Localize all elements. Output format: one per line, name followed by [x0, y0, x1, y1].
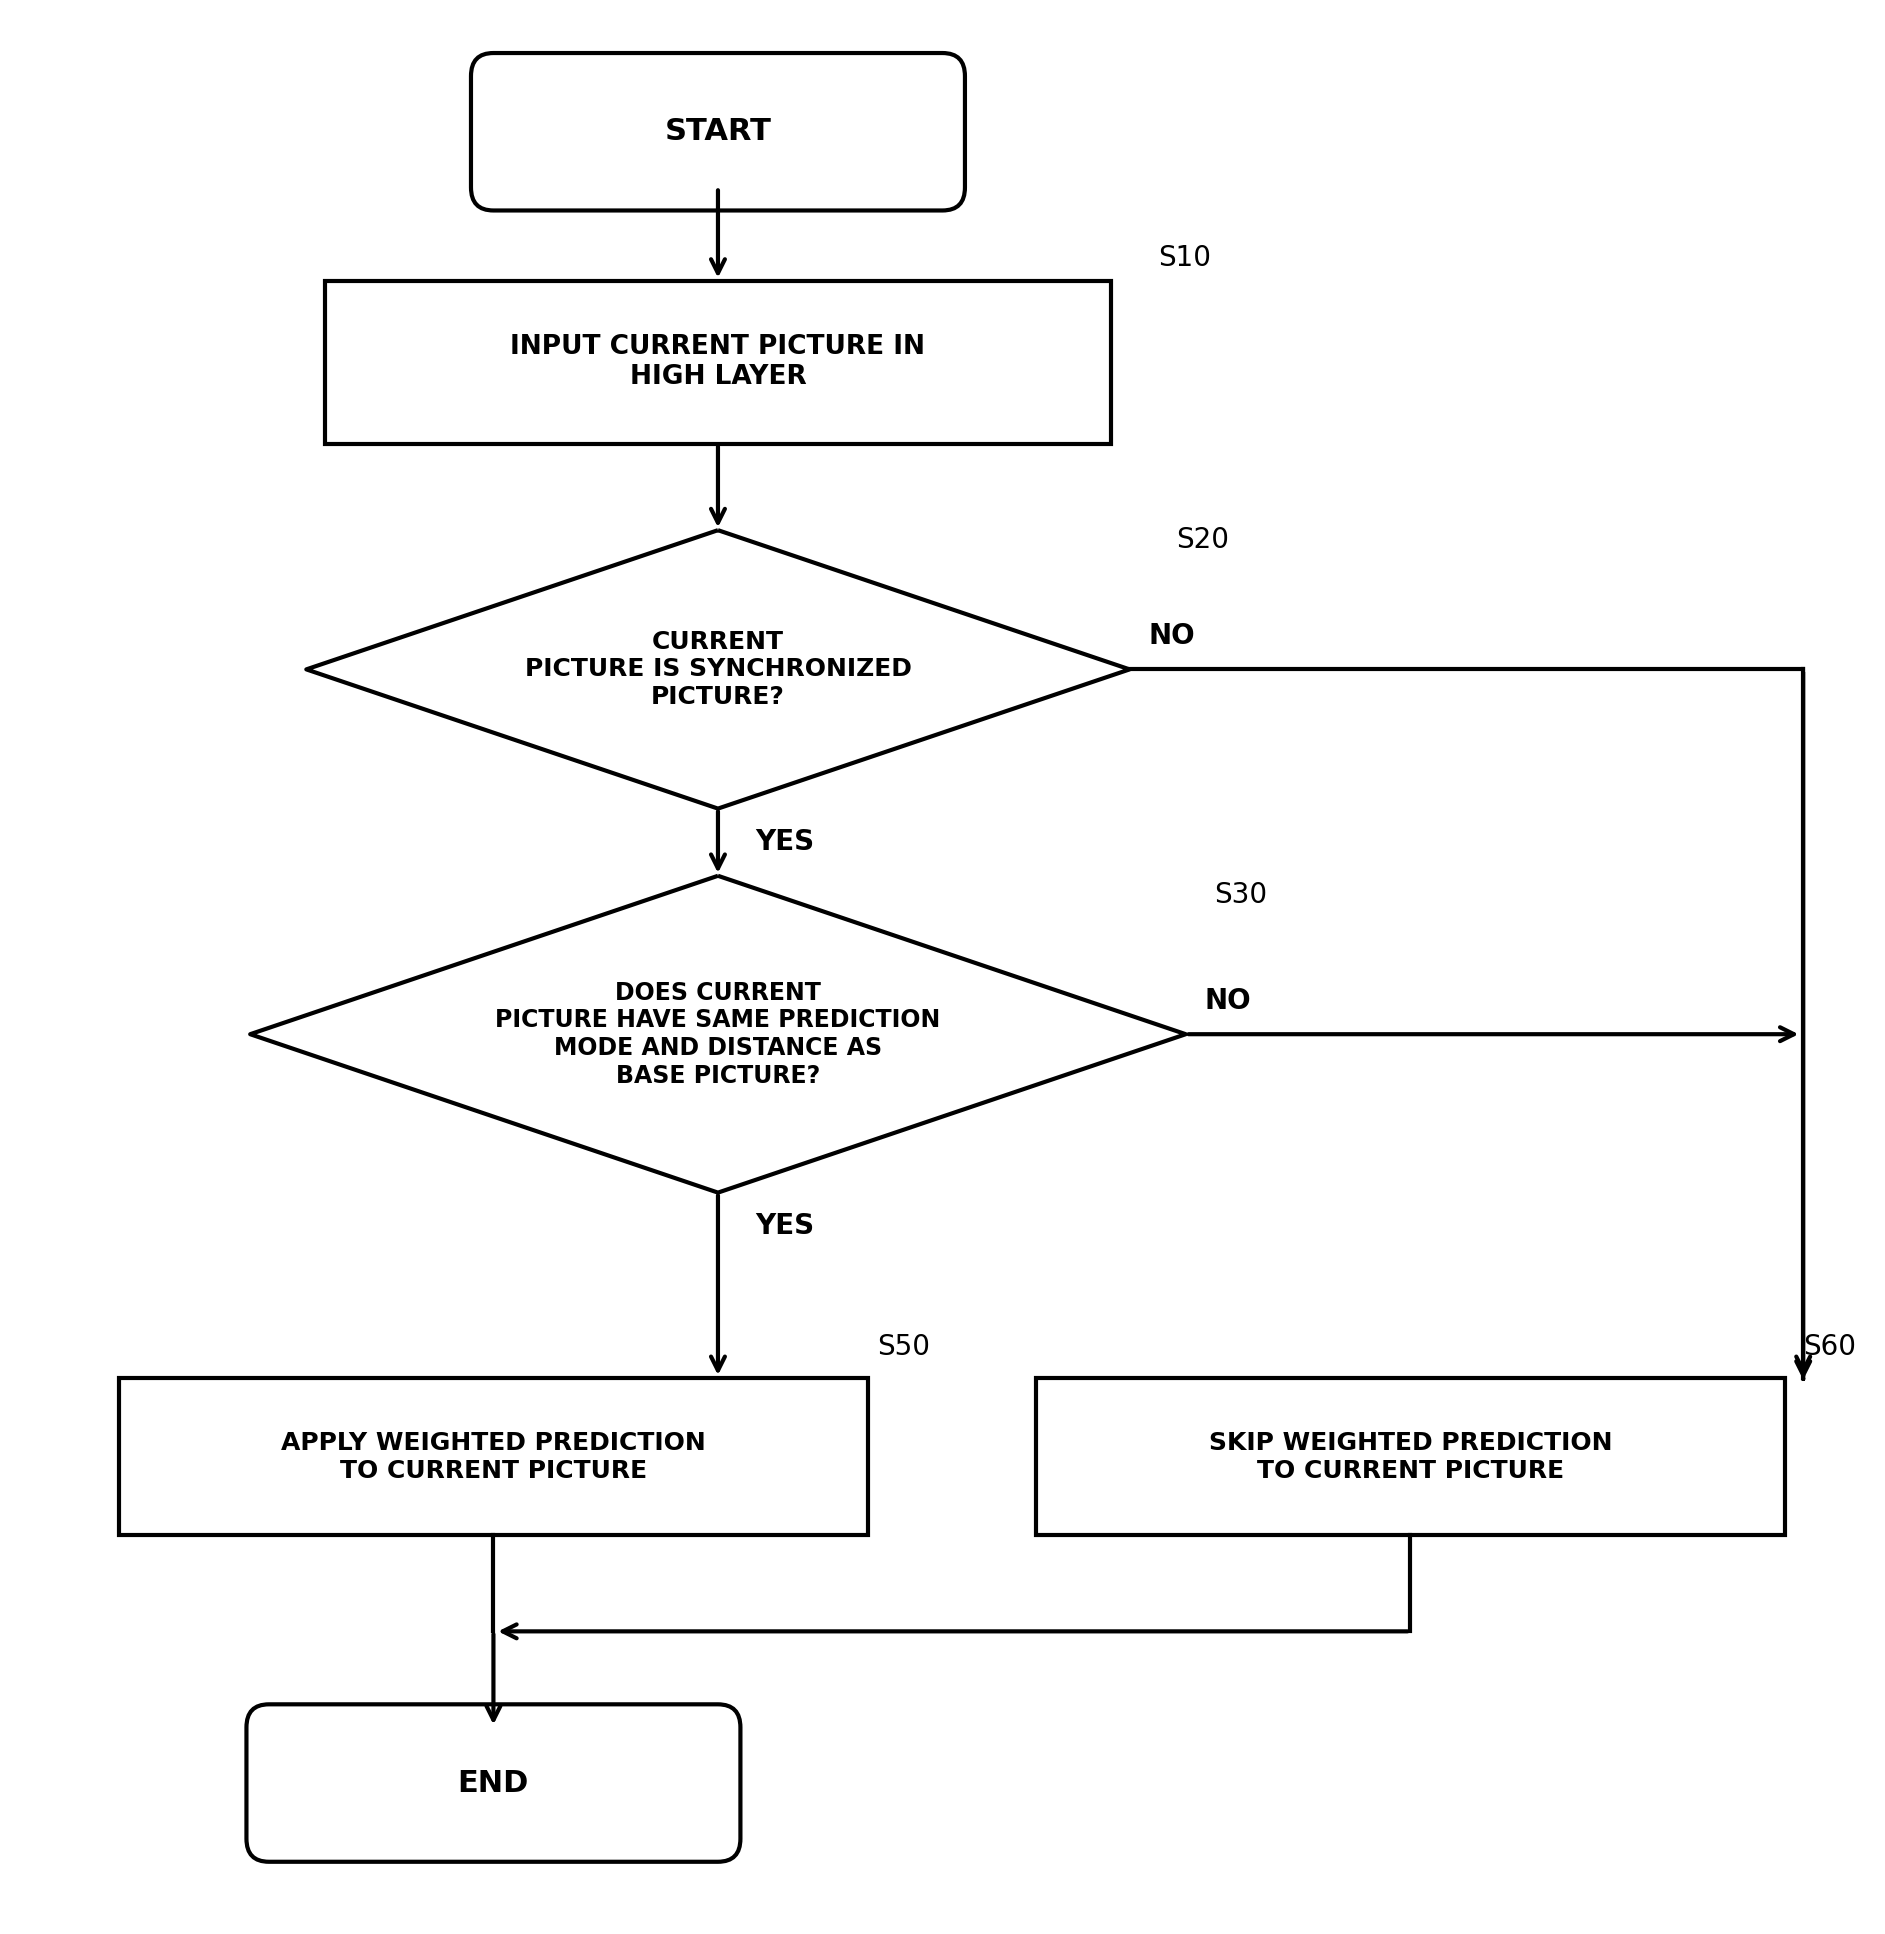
Text: YES: YES: [756, 1213, 814, 1240]
Text: NO: NO: [1148, 623, 1195, 650]
Text: S50: S50: [877, 1333, 929, 1362]
Text: APPLY WEIGHTED PREDICTION
TO CURRENT PICTURE: APPLY WEIGHTED PREDICTION TO CURRENT PIC…: [281, 1431, 705, 1483]
Text: DOES CURRENT
PICTURE HAVE SAME PREDICTION
MODE AND DISTANCE AS
BASE PICTURE?: DOES CURRENT PICTURE HAVE SAME PREDICTIO…: [496, 981, 941, 1089]
Text: YES: YES: [756, 828, 814, 855]
FancyBboxPatch shape: [471, 52, 965, 211]
Text: S10: S10: [1157, 244, 1210, 273]
Text: CURRENT
PICTURE IS SYNCHRONIZED
PICTURE?: CURRENT PICTURE IS SYNCHRONIZED PICTURE?: [524, 630, 912, 710]
Text: START: START: [665, 118, 771, 147]
Bar: [1037, 1377, 1785, 1536]
Text: S30: S30: [1214, 882, 1267, 909]
Text: S20: S20: [1176, 526, 1229, 555]
Text: INPUT CURRENT PICTURE IN
HIGH LAYER: INPUT CURRENT PICTURE IN HIGH LAYER: [511, 335, 926, 391]
Text: NO: NO: [1205, 986, 1252, 1015]
Bar: [119, 1377, 867, 1536]
Text: END: END: [458, 1768, 530, 1797]
Text: S60: S60: [1804, 1333, 1857, 1362]
FancyBboxPatch shape: [247, 1704, 741, 1862]
Text: SKIP WEIGHTED PREDICTION
TO CURRENT PICTURE: SKIP WEIGHTED PREDICTION TO CURRENT PICT…: [1208, 1431, 1612, 1483]
Bar: [324, 280, 1110, 443]
